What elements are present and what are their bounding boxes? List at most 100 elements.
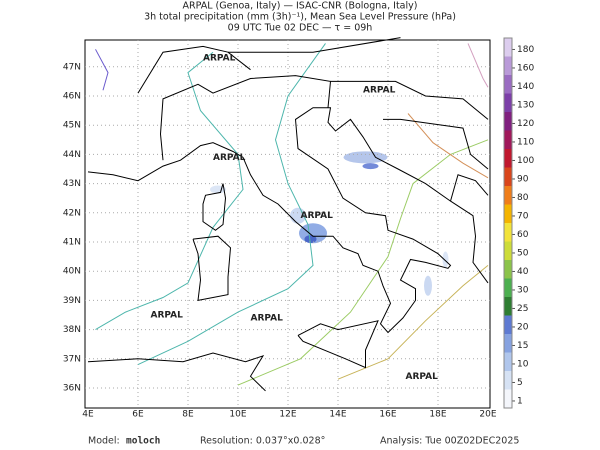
watermark: ARPAL [301, 211, 334, 221]
lat-label: 46N [63, 92, 81, 102]
lat-label: 41N [63, 238, 81, 248]
watermark: ARPAL [251, 313, 284, 323]
colorbar: 1510152025304050607080901001101201301401… [503, 37, 534, 409]
colorbar-segment [504, 297, 512, 316]
lat-label: 42N [63, 208, 81, 218]
coastline [87, 352, 266, 392]
colorbar-segment [504, 223, 512, 242]
header-line: ARPAL (Genoa, Italy) — ISAC-CNR (Bologna… [183, 1, 418, 12]
watermark: ARPAL [151, 311, 184, 321]
header-line: 3h total precipitation (mm (3h)⁻¹), Mean… [144, 12, 456, 23]
colorbar-label: 120 [517, 119, 534, 129]
colorbar-label: 25 [517, 304, 528, 314]
colorbar-segment [504, 93, 512, 112]
pressure-contour [337, 265, 489, 380]
colorbar-label: 160 [517, 63, 534, 73]
lon-label: 16E [379, 410, 396, 420]
colorbar-label: 5 [517, 378, 523, 388]
colorbar-segment [504, 130, 512, 149]
lat-label: 47N [63, 62, 81, 72]
watermark: ARPAL [213, 153, 246, 163]
coastline [137, 45, 251, 94]
colorbar-segment [504, 315, 512, 334]
lon-label: 12E [279, 410, 296, 420]
pressure-contour [95, 49, 109, 91]
lat-label: 38N [63, 325, 81, 335]
lat-label: 44N [63, 150, 81, 160]
coastline [450, 174, 489, 202]
colorbar-segment [504, 149, 512, 168]
colorbar-label: 30 [517, 285, 529, 295]
colorbar-label: 110 [517, 137, 534, 147]
colorbar-segment [504, 241, 512, 260]
colorbar-segment [504, 334, 512, 353]
colorbar-label: 10 [517, 359, 529, 369]
header-line: 09 UTC Tue 02 DEC — τ = 09h [228, 23, 373, 34]
colorbar-label: 40 [517, 267, 529, 277]
lat-label: 37N [63, 354, 81, 364]
precip-area [442, 251, 449, 268]
map-layer: 4E 6E 8E 10E 12E 14E 16E 18E 20E 36N 37N 38N 39N 40N 4… [63, 37, 497, 420]
watermark: ARPAL [363, 86, 396, 96]
pressure-contour [407, 113, 489, 179]
colorbar-label: 15 [517, 341, 528, 351]
lat-label: 40N [63, 267, 81, 277]
footer-analysis: Analysis: Tue 00Z02DEC2025 [380, 436, 519, 447]
colorbar-label: 50 [517, 248, 529, 258]
pressure-contour [467, 43, 489, 88]
colorbar-segment [504, 389, 512, 408]
colorbar-label: 180 [517, 45, 534, 55]
precip-area [343, 151, 388, 164]
watermark: ARPAL [203, 54, 236, 64]
colorbar-segment [504, 186, 512, 205]
pressure-contour [237, 139, 489, 386]
footer-model-label: Model: [88, 436, 120, 447]
lon-label: 6E [132, 410, 144, 420]
colorbar-label: 20 [517, 322, 529, 332]
lat-label: 39N [63, 296, 81, 306]
colorbar-frame [503, 37, 513, 409]
lon-label: 10E [229, 410, 246, 420]
watermark: ARPAL [406, 372, 439, 382]
coastline [192, 235, 232, 302]
colorbar-label: 90 [517, 174, 529, 184]
precip-area [362, 163, 379, 170]
lat-label: 36N [63, 384, 81, 394]
colorbar-label: 1 [517, 396, 523, 406]
colorbar-segment [504, 204, 512, 223]
coastline [87, 107, 489, 334]
lon-label: 14E [329, 410, 346, 420]
colorbar-label: 80 [517, 193, 529, 203]
lon-label: 20E [479, 410, 496, 420]
colorbar-label: 140 [517, 82, 534, 92]
colorbar-label: 100 [517, 156, 534, 166]
colorbar-segment [504, 167, 512, 186]
coastline [383, 118, 489, 170]
pressure-contour [95, 51, 244, 331]
colorbar-segment [504, 371, 512, 390]
footer-resolution: Resolution: 0.037°x0.028° [200, 436, 325, 447]
footer-model: moloch [126, 436, 160, 447]
colorbar-segment [504, 112, 512, 131]
coastline [202, 183, 227, 231]
lon-label: 18E [429, 410, 446, 420]
coastline [330, 80, 489, 120]
colorbar-segment [504, 75, 512, 94]
lon-label: 4E [82, 410, 94, 420]
coastline [228, 37, 401, 53]
colorbar-label: 70 [517, 211, 529, 221]
coastline [159, 75, 332, 161]
lat-label: 43N [63, 179, 81, 189]
precip-area [304, 235, 317, 244]
colorbar-segment [504, 38, 512, 57]
precip-area [424, 275, 432, 296]
lat-label: 45N [63, 121, 81, 131]
colorbar-segment [504, 352, 512, 371]
colorbar-segment [504, 260, 512, 279]
lon-label: 8E [182, 410, 194, 420]
colorbar-label: 130 [517, 100, 534, 110]
colorbar-segment [504, 278, 512, 297]
pressure-contour [137, 43, 326, 366]
